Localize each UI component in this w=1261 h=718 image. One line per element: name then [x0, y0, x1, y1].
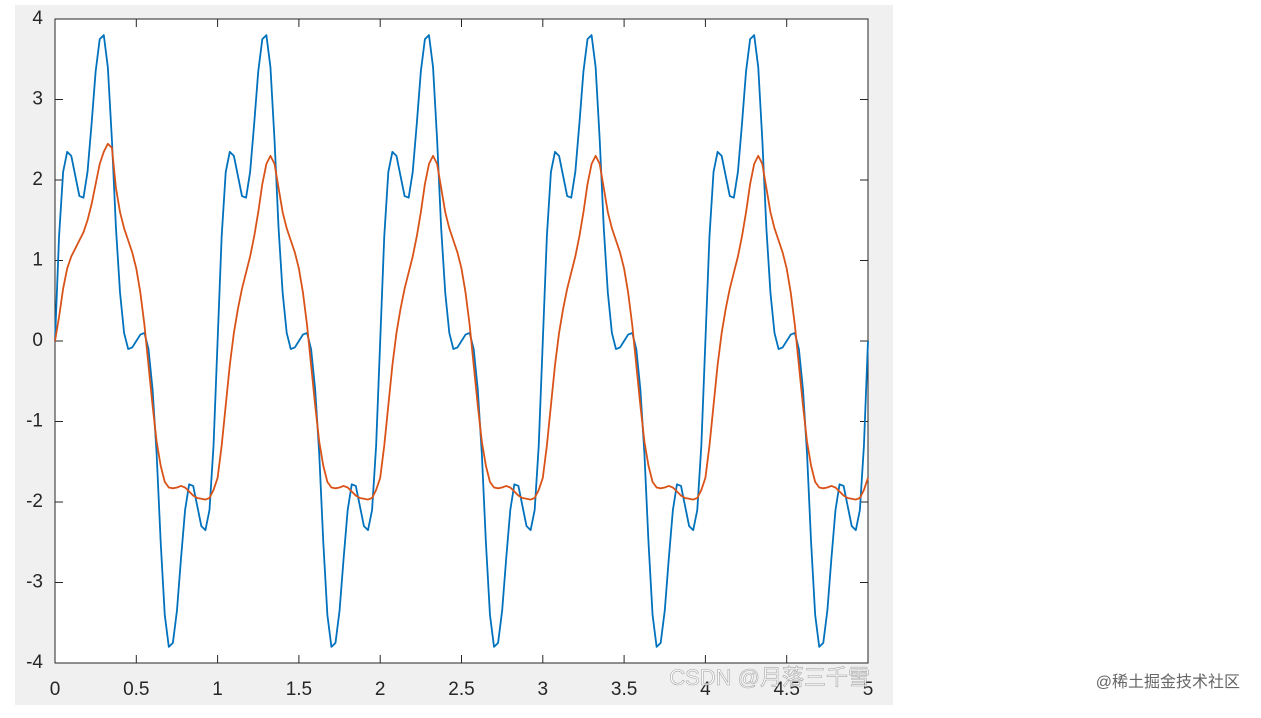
y-tick-label: 4 [32, 8, 43, 29]
x-tick-label: 1.5 [286, 679, 312, 700]
x-tick-label: 4 [700, 679, 711, 700]
data-line [54, 142, 869, 501]
y-tick-label: -3 [26, 572, 43, 593]
x-tick-label: 5 [863, 679, 874, 700]
data-line [54, 34, 869, 648]
x-tick-label: 4.5 [773, 679, 799, 700]
y-tick-label: 3 [32, 89, 43, 110]
y-tick-label: 1 [32, 250, 43, 271]
watermark: CSDN @月落三千雪 [669, 665, 870, 690]
x-tick-label: 2.5 [448, 679, 474, 700]
y-tick-label: -1 [26, 411, 43, 432]
x-tick-label: 3 [538, 679, 549, 700]
x-tick-label: 1 [212, 679, 223, 700]
watermark: @稀土掘金技术社区 [1096, 673, 1240, 691]
x-tick-label: 3.5 [611, 679, 637, 700]
y-tick-label: -2 [26, 491, 43, 512]
x-tick-label: 0 [50, 679, 61, 700]
y-tick-label: 2 [32, 169, 43, 190]
y-tick-label: 0 [32, 330, 43, 351]
y-tick-label: -4 [26, 652, 43, 673]
x-tick-label: 0.5 [123, 679, 149, 700]
x-tick-label: 2 [375, 679, 386, 700]
